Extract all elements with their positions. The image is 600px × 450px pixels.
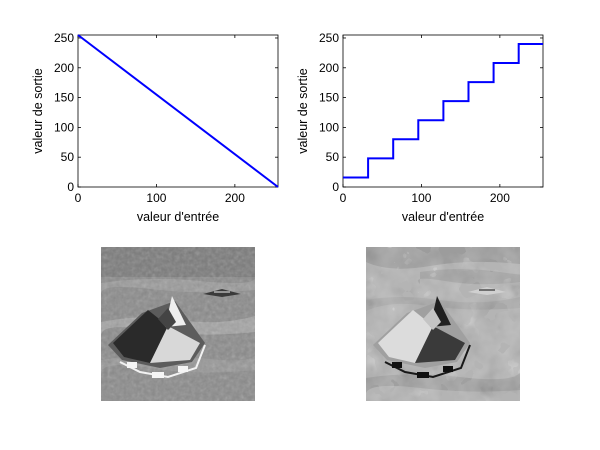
x-tick-label: 200 — [225, 191, 245, 205]
y-axis: 0 50 100 150 200 250 — [319, 31, 543, 194]
x-axis-label: valeur d'entrée — [402, 210, 484, 224]
y-tick-label: 100 — [319, 120, 339, 134]
x-tick-label: 0 — [340, 191, 347, 205]
x-axis: 0 100 200 — [340, 35, 510, 205]
x-axis: 0 100 200 — [75, 35, 245, 205]
series-line — [343, 42, 543, 179]
y-tick-label: 0 — [67, 180, 74, 194]
x-tick-label: 0 — [75, 191, 82, 205]
y-axis-label: valeur de sortie — [296, 68, 310, 154]
series-line — [77, 34, 279, 188]
y-tick-label: 50 — [61, 150, 75, 164]
y-tick-label: 50 — [326, 150, 340, 164]
series-group — [77, 34, 279, 188]
y-tick-label: 150 — [319, 91, 339, 105]
y-tick-label: 0 — [332, 180, 339, 194]
posterized-airplane-image — [366, 247, 520, 401]
x-axis-label: valeur d'entrée — [137, 210, 219, 224]
y-tick-label: 150 — [54, 91, 74, 105]
y-tick-label: 250 — [54, 31, 74, 45]
inverted-airplane-image — [101, 247, 255, 401]
y-tick-label: 200 — [319, 61, 339, 75]
y-tick-label: 200 — [54, 61, 74, 75]
y-tick-label: 250 — [319, 31, 339, 45]
y-axis: 0 50 100 150 200 250 — [54, 31, 278, 194]
x-tick-label: 100 — [411, 191, 431, 205]
x-tick-label: 200 — [490, 191, 510, 205]
y-axis-label: valeur de sortie — [31, 68, 45, 154]
x-tick-label: 100 — [146, 191, 166, 205]
y-tick-label: 100 — [54, 120, 74, 134]
series-group — [343, 42, 543, 179]
